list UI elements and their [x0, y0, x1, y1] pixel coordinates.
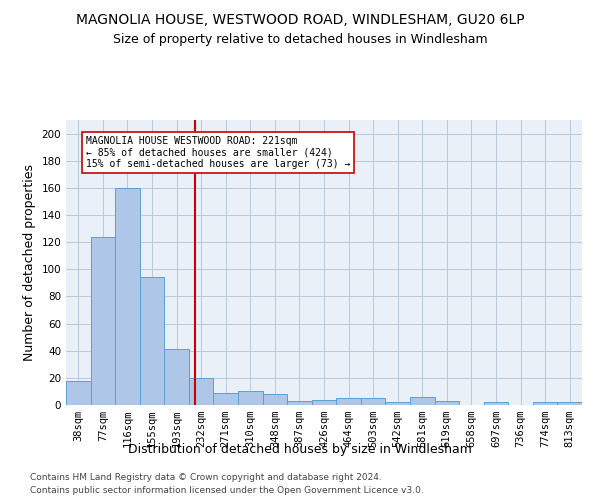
Bar — [336, 398, 361, 405]
Bar — [287, 401, 312, 405]
Bar — [238, 392, 263, 405]
Bar — [66, 380, 91, 405]
Bar — [557, 402, 582, 405]
Bar — [361, 398, 385, 405]
Bar — [484, 402, 508, 405]
Text: Contains HM Land Registry data © Crown copyright and database right 2024.: Contains HM Land Registry data © Crown c… — [30, 472, 382, 482]
Bar — [410, 397, 434, 405]
Bar — [164, 350, 189, 405]
Text: Distribution of detached houses by size in Windlesham: Distribution of detached houses by size … — [128, 442, 472, 456]
Bar — [263, 394, 287, 405]
Bar — [115, 188, 140, 405]
Bar — [91, 236, 115, 405]
Bar — [434, 401, 459, 405]
Bar — [214, 393, 238, 405]
Text: Size of property relative to detached houses in Windlesham: Size of property relative to detached ho… — [113, 32, 487, 46]
Text: Contains public sector information licensed under the Open Government Licence v3: Contains public sector information licen… — [30, 486, 424, 495]
Bar — [189, 378, 214, 405]
Bar — [385, 402, 410, 405]
Bar — [140, 278, 164, 405]
Text: MAGNOLIA HOUSE WESTWOOD ROAD: 221sqm
← 85% of detached houses are smaller (424)
: MAGNOLIA HOUSE WESTWOOD ROAD: 221sqm ← 8… — [86, 136, 350, 170]
Y-axis label: Number of detached properties: Number of detached properties — [23, 164, 36, 361]
Bar — [533, 402, 557, 405]
Bar — [312, 400, 336, 405]
Text: MAGNOLIA HOUSE, WESTWOOD ROAD, WINDLESHAM, GU20 6LP: MAGNOLIA HOUSE, WESTWOOD ROAD, WINDLESHA… — [76, 12, 524, 26]
